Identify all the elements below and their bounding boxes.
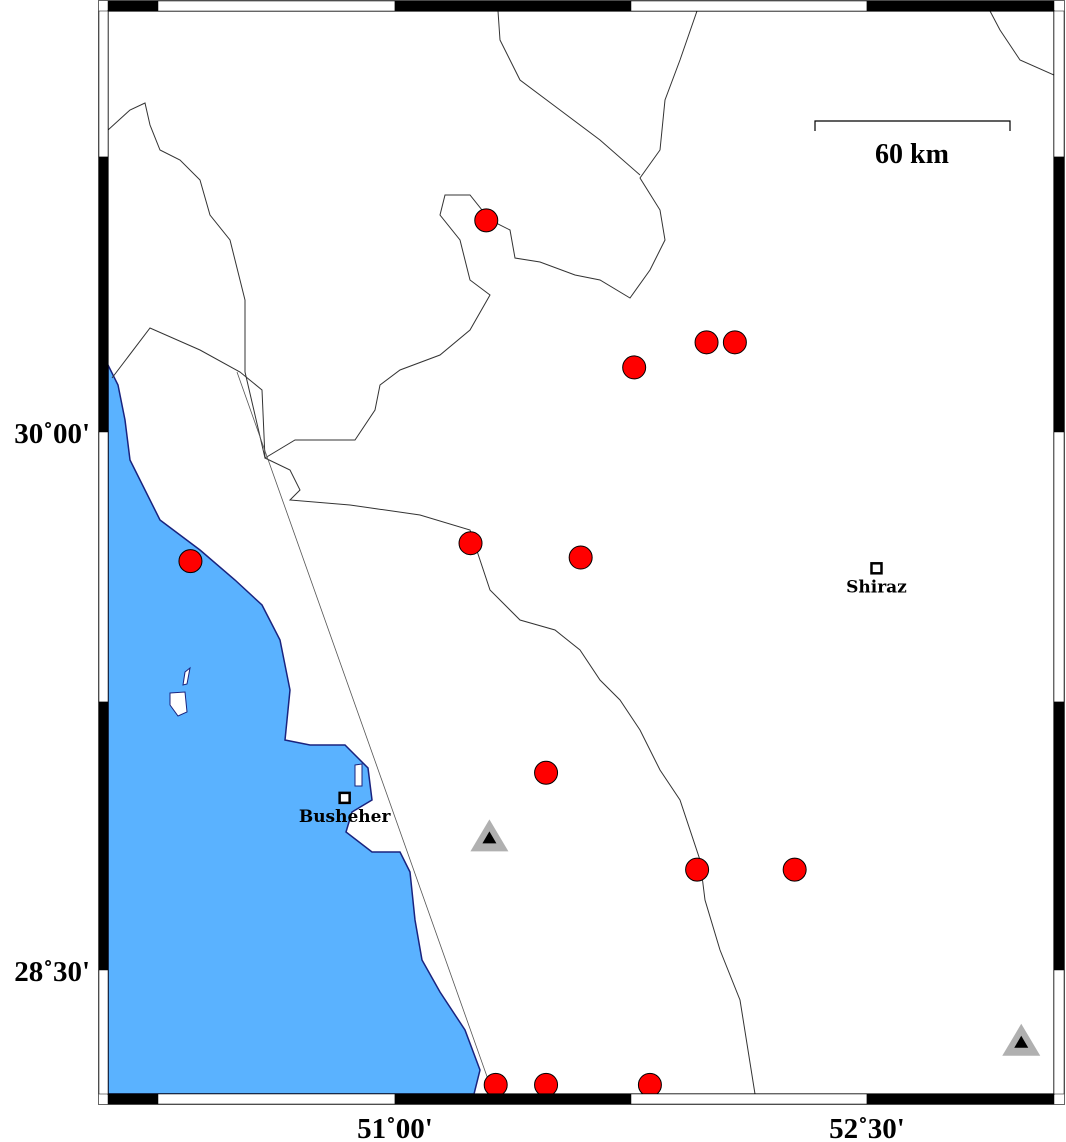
earthquake-event-marker xyxy=(534,1072,559,1094)
earthquake-event-marker xyxy=(694,330,719,355)
x-tick-label: 51˚00' xyxy=(357,1113,433,1142)
earthquake-event-marker xyxy=(782,857,807,882)
island xyxy=(354,763,363,787)
island xyxy=(169,691,188,717)
scale-bar-label: 60 km xyxy=(875,139,949,170)
scale-bar: 60 km xyxy=(814,120,1011,170)
earthquake-event-marker xyxy=(178,549,203,574)
earthquake-event-marker xyxy=(622,355,647,380)
fault-line xyxy=(236,371,491,1086)
borders xyxy=(108,11,1054,1094)
y-tick-label: 30˚00' xyxy=(14,418,90,450)
map-frame xyxy=(98,0,1065,1105)
station-triangle-icon xyxy=(470,819,509,852)
earthquake-event-marker xyxy=(483,1072,508,1094)
sea xyxy=(108,364,481,1094)
earthquake-event-marker xyxy=(458,531,483,556)
earthquake-event-marker xyxy=(534,760,559,785)
station-triangle-icon xyxy=(1002,1023,1041,1056)
city-label: Busheher xyxy=(299,807,392,827)
city-marker-icon xyxy=(870,562,883,575)
earthquake-event-marker xyxy=(637,1072,662,1094)
y-tick-label: 28˚30' xyxy=(14,956,90,988)
city-label: Shiraz xyxy=(846,577,907,597)
earthquake-event-marker xyxy=(568,545,593,570)
city-marker-icon xyxy=(338,791,351,805)
earthquake-event-marker xyxy=(685,857,710,882)
island xyxy=(182,666,191,686)
earthquake-event-marker xyxy=(474,208,499,233)
earthquake-event-marker xyxy=(722,330,747,355)
x-tick-label: 52˚30' xyxy=(829,1113,905,1142)
